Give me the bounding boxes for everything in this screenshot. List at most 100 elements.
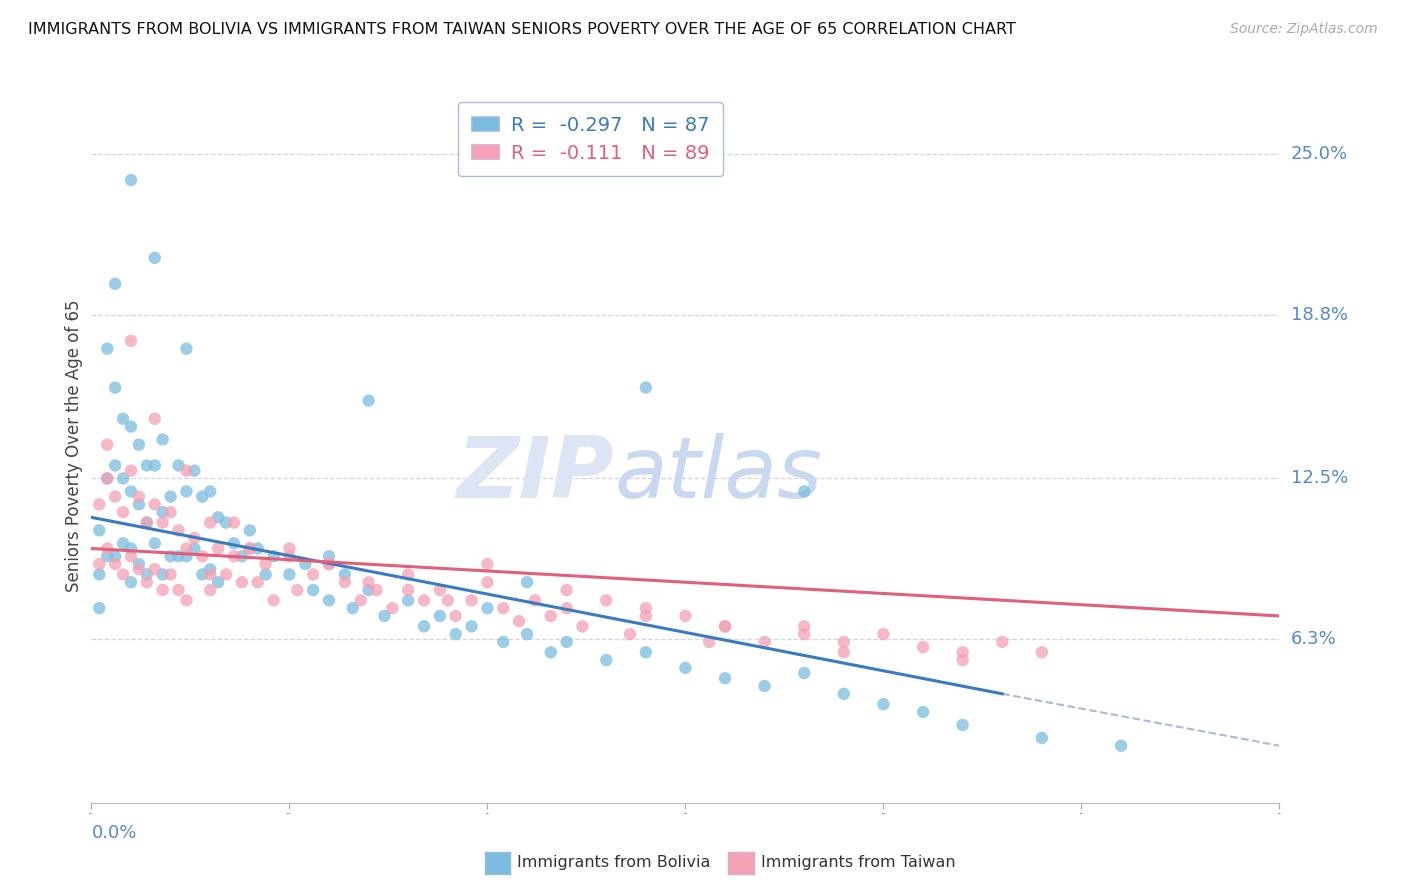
Point <box>952 645 974 659</box>
Text: Source: ZipAtlas.com: Source: ZipAtlas.com <box>1230 22 1378 37</box>
Legend: R =  -0.297   N = 87, R =  -0.111   N = 89: R = -0.297 N = 87, R = -0.111 N = 89 <box>458 103 723 177</box>
Point <box>444 609 467 624</box>
Point <box>128 438 150 452</box>
Point <box>191 490 214 504</box>
Point <box>120 173 142 187</box>
Point <box>413 593 436 607</box>
Point <box>120 484 142 499</box>
Point <box>318 549 340 564</box>
Point <box>152 582 174 597</box>
Point <box>143 562 166 576</box>
Point <box>294 557 316 571</box>
Point <box>104 277 127 291</box>
Point <box>120 541 142 556</box>
Point <box>120 464 142 478</box>
Point <box>634 609 657 624</box>
Point <box>200 562 222 576</box>
Point <box>832 645 855 659</box>
Point <box>555 635 578 649</box>
Point <box>872 627 894 641</box>
Point <box>215 516 238 530</box>
Point <box>128 557 150 571</box>
Point <box>207 575 229 590</box>
Point <box>714 619 737 633</box>
Point <box>754 635 776 649</box>
Point <box>714 619 737 633</box>
Point <box>176 464 198 478</box>
Point <box>460 593 482 607</box>
Point <box>96 541 118 556</box>
Point <box>357 575 380 590</box>
Point <box>350 593 373 607</box>
Point <box>152 516 174 530</box>
Point <box>176 541 198 556</box>
Point <box>215 567 238 582</box>
Point <box>1031 645 1053 659</box>
Point <box>396 593 419 607</box>
Point <box>619 627 641 641</box>
Point <box>246 575 269 590</box>
Point <box>952 653 974 667</box>
Point <box>176 342 198 356</box>
Point <box>318 557 340 571</box>
Text: Immigrants from Bolivia: Immigrants from Bolivia <box>517 855 711 870</box>
Point <box>167 524 190 538</box>
Point <box>697 635 720 649</box>
Point <box>104 557 127 571</box>
Point <box>793 666 815 681</box>
Point <box>302 582 325 597</box>
Point <box>183 531 205 545</box>
Point <box>714 671 737 685</box>
Point <box>555 582 578 597</box>
Point <box>477 557 499 571</box>
Point <box>429 582 451 597</box>
Point <box>634 381 657 395</box>
Point <box>89 497 111 511</box>
Point <box>120 419 142 434</box>
Point <box>96 471 118 485</box>
Point <box>143 458 166 473</box>
Point <box>1109 739 1132 753</box>
Point <box>278 567 301 582</box>
Point <box>96 471 118 485</box>
Point <box>89 524 111 538</box>
Point <box>911 640 934 654</box>
Point <box>396 567 419 582</box>
Point <box>366 582 388 597</box>
Text: Immigrants from Taiwan: Immigrants from Taiwan <box>761 855 955 870</box>
Point <box>508 614 530 628</box>
Point <box>1031 731 1053 745</box>
Point <box>254 557 277 571</box>
Point <box>318 557 340 571</box>
Point <box>373 609 395 624</box>
Point <box>135 575 157 590</box>
Point <box>143 411 166 425</box>
Point <box>104 381 127 395</box>
Point <box>96 549 118 564</box>
Point <box>231 575 253 590</box>
Point <box>540 609 562 624</box>
Point <box>128 562 150 576</box>
Point <box>673 609 696 624</box>
Point <box>222 549 245 564</box>
Point <box>429 609 451 624</box>
Point <box>492 635 515 649</box>
Point <box>183 541 205 556</box>
Point <box>278 541 301 556</box>
Point <box>96 438 118 452</box>
Point <box>167 458 190 473</box>
Point <box>104 458 127 473</box>
Point <box>239 524 262 538</box>
Point <box>357 582 380 597</box>
Point <box>120 549 142 564</box>
Point <box>516 627 538 641</box>
Point <box>318 593 340 607</box>
Point <box>832 635 855 649</box>
Point <box>200 582 222 597</box>
Point <box>159 567 181 582</box>
Point <box>911 705 934 719</box>
Point <box>263 593 285 607</box>
Text: ZIP: ZIP <box>457 433 614 516</box>
Point <box>104 490 127 504</box>
Point <box>832 687 855 701</box>
